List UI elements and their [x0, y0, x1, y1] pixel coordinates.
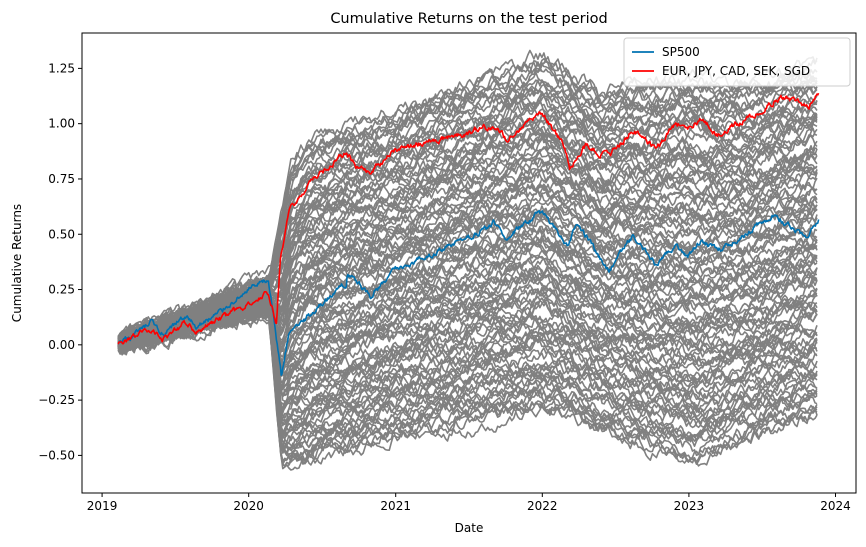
background-path [117, 249, 818, 370]
legend: SP500 EUR, JPY, CAD, SEK, SGD [623, 37, 851, 87]
y-axis: −0.50 −0.25 0.00 0.25 0.50 0.75 1.00 1.25 [38, 61, 82, 462]
y-tick-label: −0.25 [38, 393, 75, 407]
x-tick-label: 2023 [674, 499, 705, 513]
y-axis-label: Cumulative Returns [10, 204, 24, 322]
x-tick-label: 2024 [820, 499, 851, 513]
x-tick-label: 2022 [527, 499, 558, 513]
series-line-currency-basket [117, 92, 820, 345]
y-tick-label: −0.50 [38, 448, 75, 462]
y-tick-label: 1.25 [48, 61, 75, 75]
x-tick-label: 2020 [233, 499, 264, 513]
x-tick-label: 2019 [87, 499, 118, 513]
y-tick-label: 0.75 [48, 172, 75, 186]
legend-label: SP500 [662, 45, 700, 59]
x-axis-label: Date [455, 521, 484, 535]
y-tick-label: 0.00 [48, 338, 75, 352]
plot-frame [81, 32, 857, 494]
y-tick-label: 0.25 [48, 283, 75, 297]
legend-label: EUR, JPY, CAD, SEK, SGD [662, 64, 810, 78]
x-axis: 2019 2020 2021 2022 2023 2024 [87, 493, 851, 513]
background-path [117, 310, 818, 437]
background-path [117, 56, 818, 349]
y-tick-label: 0.50 [48, 227, 75, 241]
y-tick-label: 1.00 [48, 117, 75, 131]
series-lines [117, 92, 820, 376]
legend-box [623, 37, 851, 87]
background-path [117, 226, 818, 347]
x-tick-label: 2021 [380, 499, 411, 513]
chart-title: Cumulative Returns on the test period [330, 11, 607, 27]
series-line-sp500 [117, 209, 820, 376]
